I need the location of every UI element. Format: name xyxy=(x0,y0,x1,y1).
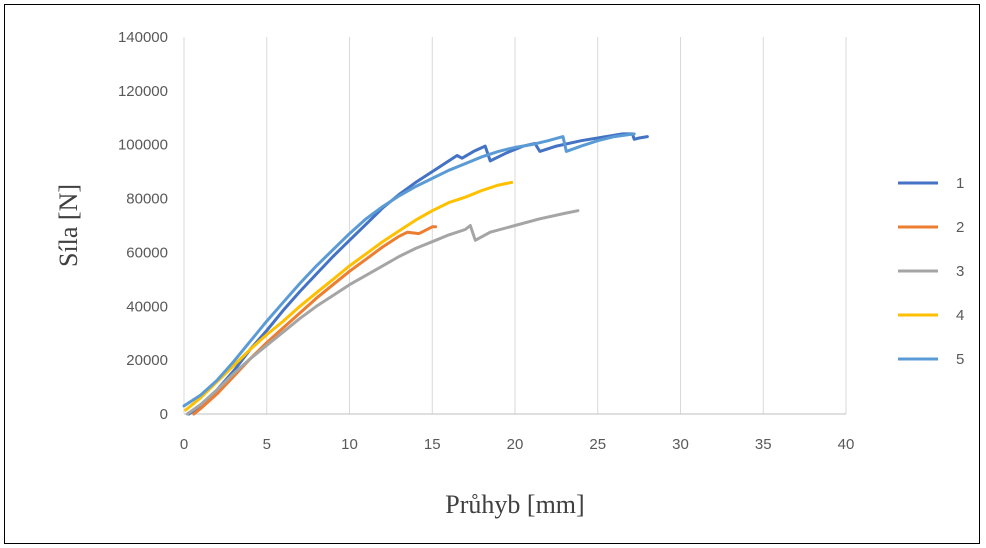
axes xyxy=(183,37,846,415)
legend-label-3: 3 xyxy=(956,263,964,280)
y-tick-label: 20000 xyxy=(126,352,168,369)
x-tick-label: 5 xyxy=(263,436,271,453)
line-chart: 0 5 10 15 20 25 30 35 40 02000040000600008000010… xyxy=(54,29,964,519)
x-tick-label: 15 xyxy=(424,436,441,453)
series-line-4 xyxy=(184,180,514,412)
x-axis-title: Průhyb [mm] xyxy=(445,490,584,519)
x-tick-label: 0 xyxy=(180,436,188,453)
y-axis-title: Síla [N] xyxy=(54,184,83,267)
x-tick-label: 10 xyxy=(341,436,358,453)
series-line-5 xyxy=(182,132,636,408)
series-line-1 xyxy=(187,132,649,416)
y-tick-label: 40000 xyxy=(126,298,168,315)
legend-label-2: 2 xyxy=(956,219,964,236)
x-tick-labels: 0 5 10 15 20 25 30 35 40 xyxy=(180,436,855,453)
y-tick-label: 120000 xyxy=(118,83,168,100)
x-tick-label: 35 xyxy=(755,436,772,453)
y-tick-label: 140000 xyxy=(118,29,168,46)
x-tick-label: 25 xyxy=(589,436,606,453)
y-tick-label: 0 xyxy=(160,406,168,423)
x-tick-label: 20 xyxy=(507,436,524,453)
legend-label-1: 1 xyxy=(956,175,964,192)
legend-label-5: 5 xyxy=(956,351,964,368)
y-tick-label: 60000 xyxy=(126,244,168,261)
legend-label-4: 4 xyxy=(956,307,964,324)
y-tick-labels: 0 20000 40000 60000 80000 100000 120000 140000 xyxy=(118,29,168,423)
series-line-3 xyxy=(185,209,580,416)
x-tick-label: 30 xyxy=(672,436,689,453)
y-tick-label: 80000 xyxy=(126,191,168,208)
y-tick-label: 100000 xyxy=(118,137,168,154)
series-lines xyxy=(182,132,649,416)
chart-frame: 0 5 10 15 20 25 30 35 40 0 20000 40000 60000 80000 10… xyxy=(4,4,980,544)
x-tick-label: 40 xyxy=(838,436,855,453)
gridlines xyxy=(266,37,847,414)
series-line-2 xyxy=(192,225,438,416)
legend: 1 2 3 4 5 xyxy=(898,175,964,368)
